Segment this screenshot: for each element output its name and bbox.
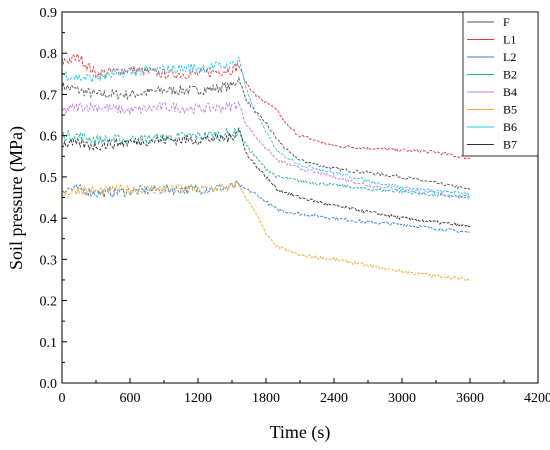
x-tick-label: 0 [59,391,66,406]
y-axis-title: Soil pressure (MPa) [6,126,27,270]
series-layer [62,54,470,281]
y-tick-label: 0.2 [40,295,58,310]
x-tick-label: 1200 [184,391,212,406]
legend-label-f: F [503,15,510,29]
legend-label-b2: B2 [503,68,517,82]
x-tick-label: 4200 [524,391,550,406]
y-tick-label: 0.5 [40,171,58,186]
legend: F L1 L2 B2 B4 B5 B6 B7 [463,12,538,156]
x-tick-label: 600 [120,391,141,406]
series-line-b6 [62,57,470,195]
x-tick-label: 3000 [388,391,416,406]
x-tick-label: 3600 [456,391,484,406]
y-tick-label: 0.6 [40,130,58,145]
legend-label-b7: B7 [503,138,517,152]
series-line-b7 [62,128,470,226]
x-tick-label: 1800 [252,391,280,406]
legend-label-b4: B4 [503,85,517,99]
legend-label-b6: B6 [503,120,517,134]
y-tick-label: 0.3 [40,253,58,268]
y-tick-label: 0.8 [40,47,58,62]
legend-box [463,12,538,156]
x-axis-title: Time (s) [270,422,331,443]
y-tick-label: 0.4 [40,212,58,227]
series-line-f [62,78,470,190]
series-line-l1 [62,54,470,159]
legend-label-l1: L1 [503,33,516,47]
y-tick-label: 0.7 [40,88,58,103]
y-tick-label: 0.9 [40,6,58,21]
legend-label-l2: L2 [503,50,516,64]
x-tick-label: 2400 [320,391,348,406]
y-tick-label: 0.1 [40,336,58,351]
series-line-b5 [62,181,470,281]
legend-label-b5: B5 [503,103,517,117]
y-tick-label: 0.0 [40,377,58,392]
